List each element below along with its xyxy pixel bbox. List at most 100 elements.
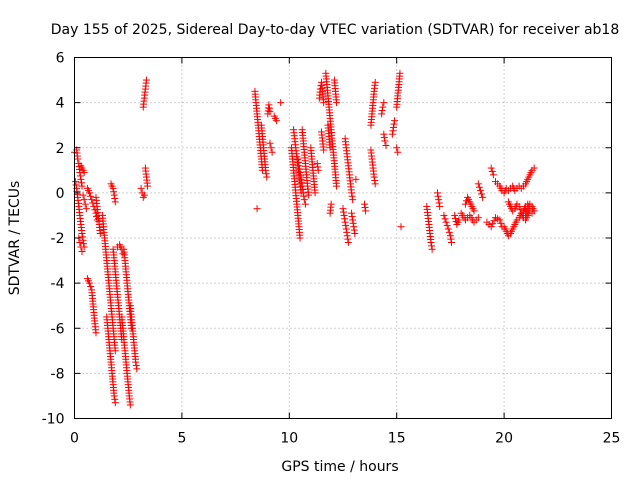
data-point (339, 205, 347, 213)
data-point (314, 166, 322, 174)
data-point (272, 117, 280, 125)
data-point (380, 130, 388, 138)
y-tick-label: 6 (56, 51, 65, 67)
y-tick-label: 0 (56, 186, 65, 202)
data-point (445, 228, 453, 236)
data-point (348, 209, 356, 217)
data-point (443, 222, 451, 230)
data-point (72, 178, 80, 186)
data-point (489, 171, 497, 179)
data-point (327, 200, 335, 208)
data-point (348, 189, 356, 197)
x-tick-label: 20 (495, 431, 513, 447)
data-point (78, 182, 86, 190)
x-tick-label: 5 (177, 431, 186, 447)
chart-title: Day 155 of 2025, Sidereal Day-to-day VTE… (51, 22, 620, 38)
data-point (333, 99, 341, 107)
data-point (77, 175, 85, 183)
data-point (314, 163, 322, 171)
data-point (349, 216, 357, 224)
data-point (428, 245, 436, 253)
data-point (478, 190, 486, 198)
data-point (436, 202, 444, 210)
data-point (396, 69, 404, 77)
data-point (96, 229, 104, 237)
data-point (378, 110, 386, 118)
data-point (530, 207, 538, 215)
data-point (111, 198, 119, 206)
data-point (475, 183, 483, 191)
data-point (447, 239, 455, 247)
data-point (305, 191, 313, 199)
data-point (530, 164, 538, 172)
y-tick-label: -10 (42, 412, 65, 428)
data-point (362, 207, 370, 215)
data-point (132, 361, 140, 369)
data-point (263, 173, 271, 181)
data-point (390, 120, 398, 128)
data-point (79, 191, 87, 199)
data-point (349, 219, 357, 227)
data-point (313, 160, 321, 168)
data-point (476, 187, 484, 195)
data-point (447, 235, 455, 243)
data-point (361, 204, 369, 212)
data-point (80, 169, 88, 177)
data-point (391, 117, 399, 125)
data-point (497, 219, 505, 227)
data-point (371, 180, 379, 188)
data-point (299, 189, 307, 197)
data-point (350, 226, 358, 234)
data-point (388, 130, 396, 138)
data-point (88, 196, 96, 204)
data-point (340, 211, 348, 219)
data-point (394, 148, 402, 156)
data-point (428, 242, 436, 250)
data-point (496, 216, 504, 224)
data-point (142, 76, 150, 84)
y-tick-label: -2 (51, 231, 65, 247)
data-point (137, 184, 145, 192)
data-point (474, 214, 482, 222)
data-point (343, 228, 351, 236)
y-axis-label: SDTVAR / TECUs (7, 181, 23, 296)
data-point (133, 365, 141, 373)
data-point (267, 144, 275, 152)
data-point (489, 220, 497, 228)
data-point (262, 166, 270, 174)
data-point (294, 158, 302, 166)
data-point (435, 199, 443, 207)
data-point (435, 196, 443, 204)
data-point (451, 214, 459, 222)
data-point (110, 191, 118, 199)
data-point (451, 211, 459, 219)
data-point (296, 234, 304, 242)
data-point (119, 250, 127, 258)
y-tick-label: 2 (56, 141, 65, 157)
data-point (389, 127, 397, 135)
data-point (349, 196, 357, 204)
data-point (140, 191, 148, 199)
data-point (72, 181, 80, 189)
data-point (371, 78, 379, 86)
data-point (320, 99, 328, 107)
data-point (470, 207, 478, 215)
y-tick-label: -8 (51, 366, 65, 382)
data-point (381, 137, 389, 145)
data-point (488, 167, 496, 175)
data-point (434, 192, 442, 200)
data-point (371, 176, 379, 184)
data-point (86, 189, 94, 197)
data-point (474, 180, 482, 188)
data-point (342, 225, 350, 233)
data-point (344, 235, 352, 243)
data-point (92, 329, 100, 337)
data-point (370, 173, 378, 181)
data-point (78, 229, 86, 237)
data-point (434, 189, 442, 197)
data-point (380, 134, 388, 142)
data-point (341, 215, 349, 223)
data-point (80, 196, 88, 204)
data-point (266, 139, 274, 147)
